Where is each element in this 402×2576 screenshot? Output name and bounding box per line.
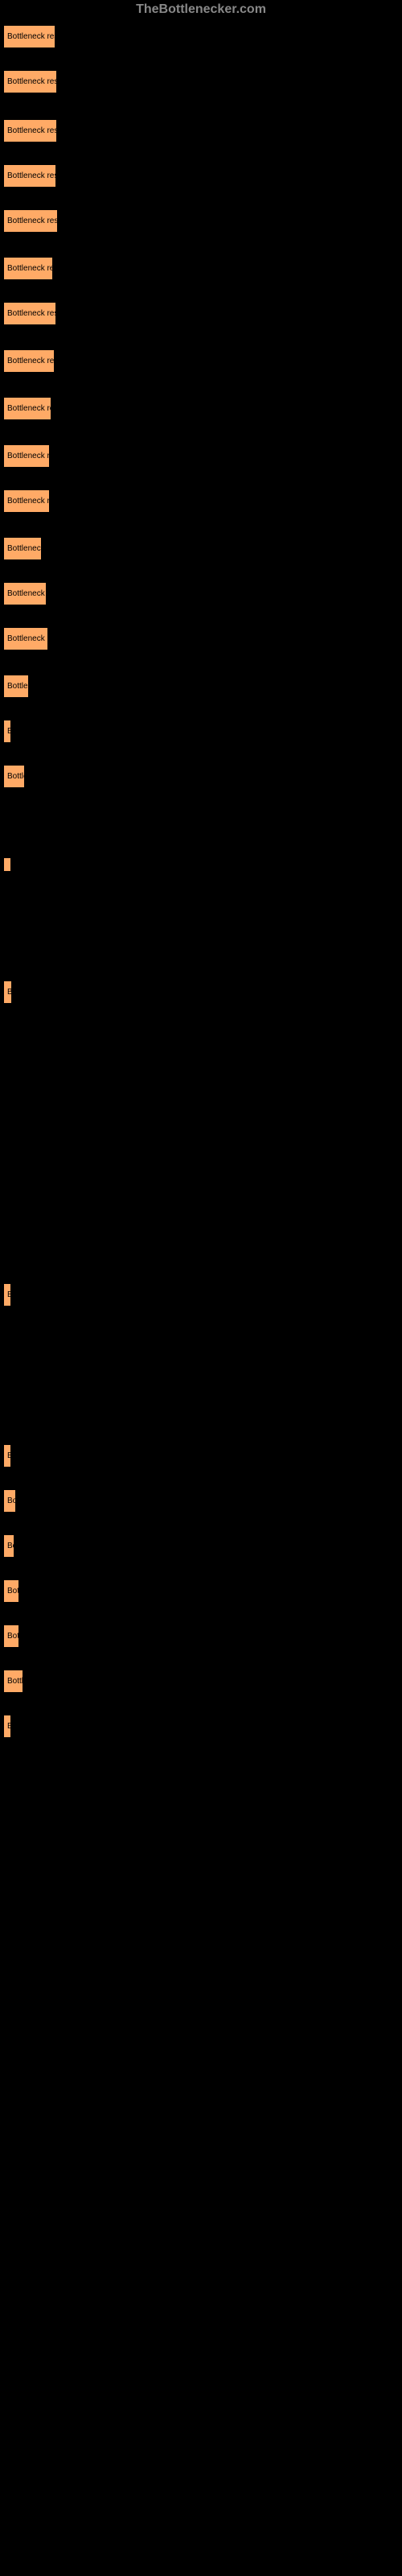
bottleneck-item: B	[2, 1443, 402, 1468]
bottleneck-item	[2, 1330, 402, 1352]
bottleneck-badge[interactable]: Bottleneck re	[2, 489, 51, 514]
bottleneck-item	[2, 1373, 402, 1395]
bottleneck-badge[interactable]: Bottleneck	[2, 536, 43, 561]
bottleneck-item: Bottleneck re	[2, 396, 402, 421]
bottleneck-badge[interactable]: Bottleneck res	[2, 256, 54, 281]
bottleneck-item: Bottleneck resu	[2, 301, 402, 326]
bottleneck-item: Bottleneck resu	[2, 24, 402, 49]
bottleneck-item	[2, 1098, 402, 1121]
bottleneck-badge[interactable]: Bottleneck resu	[2, 24, 56, 49]
bottleneck-badge[interactable]: B	[2, 719, 12, 744]
bottleneck-item: Bottleneck r	[2, 626, 402, 651]
bottleneck-badge[interactable]: Bottleneck resu	[2, 208, 59, 233]
bottleneck-item: Bott	[2, 1624, 402, 1649]
bottleneck-badge[interactable]: Bottleneck resu	[2, 118, 58, 143]
bottleneck-item: Bottleneck resu	[2, 208, 402, 233]
bottleneck-badge[interactable]: Bottleneck re	[2, 396, 52, 421]
bottleneck-badge[interactable]: Bottleneck r	[2, 626, 49, 651]
bottleneck-badge[interactable]	[2, 857, 12, 873]
bottleneck-item: Bottleneck res	[2, 256, 402, 281]
bottleneck-badge[interactable]: Bo	[2, 1534, 15, 1558]
bottleneck-badge[interactable]: Bottleneck re	[2, 444, 51, 469]
bottleneck-badge[interactable]: Bottleneck resu	[2, 69, 58, 94]
bottleneck-badge[interactable]: Bott	[2, 1579, 20, 1604]
bottleneck-item: Bott	[2, 1579, 402, 1604]
bottleneck-item: Bottle	[2, 764, 402, 789]
bottleneck-item: Bo	[2, 980, 402, 1005]
bottleneck-badge[interactable]: Bottle	[2, 1669, 24, 1694]
bottleneck-badge[interactable]: Bott	[2, 1624, 20, 1649]
bottleneck-item: Bottleneck resu	[2, 118, 402, 143]
bottleneck-item: B	[2, 719, 402, 744]
bottleneck-item: Bottleneck r	[2, 581, 402, 606]
watermark: TheBottlenecker.com	[136, 2, 266, 17]
bottleneck-badge[interactable]: Bottleneck res	[2, 349, 55, 374]
bottleneck-item: B	[2, 1714, 402, 1739]
bottleneck-badge[interactable]: Bottleneck r	[2, 581, 47, 606]
bottleneck-item	[2, 929, 402, 952]
bottleneck-item	[2, 1027, 402, 1050]
bottleneck-item: Bottlen	[2, 674, 402, 699]
bottleneck-item: Bottleneck	[2, 536, 402, 561]
bottleneck-item: Bottleneck resu	[2, 69, 402, 94]
bottleneck-item: Bo	[2, 1534, 402, 1558]
bottleneck-item: Bottleneck resu	[2, 163, 402, 188]
bottleneck-item: Bottleneck re	[2, 489, 402, 514]
bottleneck-badge[interactable]: B	[2, 1282, 12, 1307]
bottleneck-item	[2, 857, 402, 873]
items-container: Bottleneck resu Bottleneck resu Bottleneck…	[0, 0, 402, 1739]
bottleneck-badge[interactable]: Bor	[2, 1488, 17, 1513]
bottleneck-item: Bottleneck re	[2, 444, 402, 469]
bottleneck-item: B	[2, 1282, 402, 1307]
bottleneck-badge[interactable]: Bottlen	[2, 674, 30, 699]
bottleneck-item: Bor	[2, 1488, 402, 1513]
bottleneck-badge[interactable]: B	[2, 1443, 12, 1468]
bottleneck-badge[interactable]: Bottleneck resu	[2, 163, 57, 188]
bottleneck-badge[interactable]: Bo	[2, 980, 13, 1005]
bottleneck-item	[2, 811, 402, 834]
bottleneck-badge[interactable]: Bottle	[2, 764, 26, 789]
bottleneck-item	[2, 1169, 402, 1191]
bottleneck-badge[interactable]: B	[2, 1714, 12, 1739]
bottleneck-item: Bottleneck res	[2, 349, 402, 374]
bottleneck-item: Bottle	[2, 1669, 402, 1694]
bottleneck-item	[2, 1212, 402, 1234]
bottleneck-badge[interactable]: Bottleneck resu	[2, 301, 57, 326]
